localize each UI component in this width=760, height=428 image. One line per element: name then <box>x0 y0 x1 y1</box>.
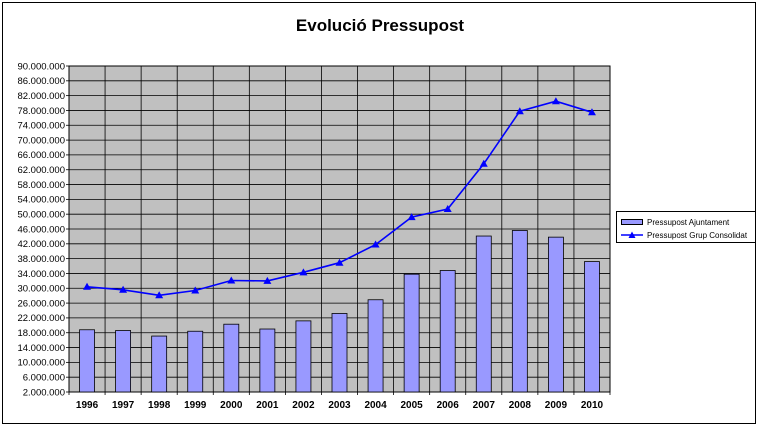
line-marker-grup-consolidat <box>227 276 236 284</box>
bar-ajuntament <box>223 323 240 393</box>
y-tick-label: 42.000.000 <box>17 239 65 250</box>
bar-ajuntament <box>295 320 312 393</box>
y-tick-label: 18.000.000 <box>17 328 65 339</box>
line-marker-grup-consolidat <box>119 285 128 293</box>
y-tick-label: 30.000.000 <box>17 284 65 295</box>
y-tick-label: 34.000.000 <box>17 269 65 280</box>
y-tick-label: 62.000.000 <box>17 165 65 176</box>
line-marker-grup-consolidat <box>191 286 200 294</box>
y-tick-label: 66.000.000 <box>17 150 65 161</box>
line-marker-grup-consolidat <box>83 282 92 290</box>
bar-ajuntament <box>403 273 420 393</box>
x-tick-label: 2009 <box>545 400 568 411</box>
line-marker-grup-consolidat <box>155 291 164 299</box>
x-tick-label: 1996 <box>76 400 99 411</box>
legend-swatch-bar <box>621 219 643 225</box>
line-marker-grup-consolidat <box>335 258 344 266</box>
y-tick-label: 74.000.000 <box>17 121 65 132</box>
legend-swatch-line <box>621 231 643 238</box>
y-tick-label: 10.000.000 <box>17 358 65 369</box>
line-marker-grup-consolidat <box>443 204 452 212</box>
bar-ajuntament <box>115 330 131 393</box>
y-tick-label: 38.000.000 <box>17 254 65 265</box>
y-tick-label: 22.000.000 <box>17 313 65 324</box>
y-tick-label: 50.000.000 <box>17 209 65 220</box>
legend-item-grup-consolidat: Pressupost Grup Consolidat <box>621 229 747 241</box>
x-tick-label: 2005 <box>401 400 424 411</box>
y-tick-label: 78.000.000 <box>17 106 65 117</box>
legend-label-ajuntament: Pressupost Ajuntament <box>647 217 730 227</box>
bar-ajuntament <box>584 261 600 393</box>
line-marker-grup-consolidat <box>551 97 560 105</box>
x-tick-label: 2008 <box>509 400 532 411</box>
line-marker-grup-consolidat <box>515 107 524 115</box>
x-tick-label: 1998 <box>148 400 171 411</box>
x-tick-label: 2006 <box>437 400 460 411</box>
line-marker-grup-consolidat <box>587 108 596 116</box>
x-tick-label: 1999 <box>184 400 207 411</box>
x-tick-label: 2003 <box>328 400 351 411</box>
x-tick-label: 2002 <box>292 400 315 411</box>
y-tick-label: 82.000.000 <box>17 91 65 102</box>
bar-ajuntament <box>548 236 564 393</box>
y-tick-label: 2.000.000 <box>23 387 65 398</box>
line-marker-grup-consolidat <box>299 268 308 276</box>
line-marker-grup-consolidat <box>371 240 380 248</box>
chart-title: Evolució Pressupost <box>295 16 465 35</box>
x-tick-label: 2001 <box>256 400 279 411</box>
bar-ajuntament <box>439 270 456 393</box>
x-tick-label: 1997 <box>112 400 135 411</box>
y-tick-label: 6.000.000 <box>23 372 65 383</box>
y-tick-label: 86.000.000 <box>17 76 65 87</box>
line-marker-grup-consolidat <box>407 213 416 221</box>
bar-ajuntament <box>511 230 528 393</box>
y-tick-label: 70.000.000 <box>17 135 65 146</box>
legend-item-ajuntament: Pressupost Ajuntament <box>621 216 729 228</box>
bar-ajuntament <box>367 299 384 393</box>
line-marker-grup-consolidat <box>479 159 488 167</box>
y-tick-label: 58.000.000 <box>17 180 65 191</box>
x-tick-label: 2010 <box>581 400 604 411</box>
y-tick-label: 14.000.000 <box>17 343 65 354</box>
x-tick-label: 2007 <box>473 400 496 411</box>
y-tick-label: 46.000.000 <box>17 224 65 235</box>
bar-ajuntament <box>331 313 348 393</box>
bar-ajuntament <box>151 335 168 393</box>
y-tick-label: 26.000.000 <box>17 298 65 309</box>
y-tick-label: 54.000.000 <box>17 195 65 206</box>
chart-legend: Pressupost Ajuntament Pressupost Grup Co… <box>616 211 756 243</box>
bar-ajuntament <box>187 330 204 393</box>
bar-ajuntament <box>79 329 95 393</box>
legend-label-grup-consolidat: Pressupost Grup Consolidat <box>647 230 748 240</box>
x-tick-label: 2004 <box>364 400 387 411</box>
bar-ajuntament <box>259 328 276 393</box>
x-tick-label: 2000 <box>220 400 243 411</box>
y-tick-label: 90.000.000 <box>17 61 65 72</box>
bar-ajuntament <box>475 235 492 393</box>
line-marker-grup-consolidat <box>263 276 272 284</box>
